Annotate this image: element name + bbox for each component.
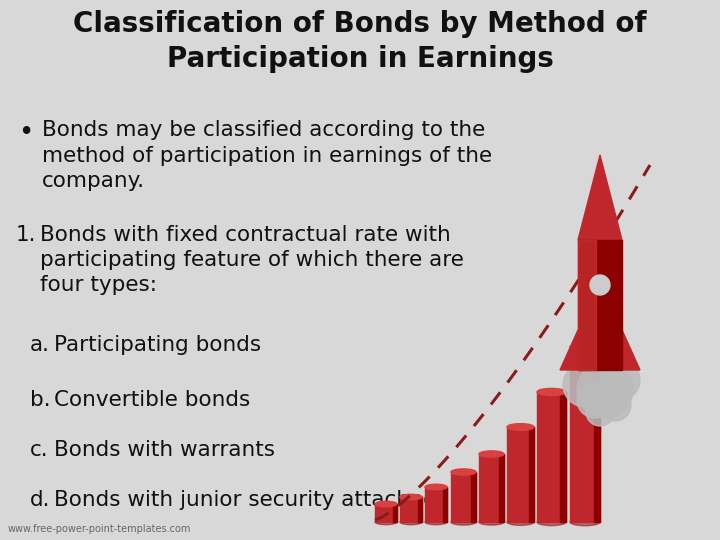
Text: Convertible bonds: Convertible bonds	[54, 390, 251, 410]
Polygon shape	[578, 155, 622, 240]
Text: c.: c.	[30, 440, 49, 460]
Text: Bonds may be classified according to the
method of participation in earnings of : Bonds may be classified according to the…	[42, 120, 492, 191]
Bar	[375, 504, 397, 522]
Bar	[451, 472, 476, 522]
Ellipse shape	[507, 518, 534, 525]
Bar	[471, 472, 476, 522]
Ellipse shape	[425, 484, 447, 490]
Ellipse shape	[375, 519, 397, 525]
Circle shape	[563, 363, 607, 407]
Circle shape	[586, 398, 614, 426]
Bar	[393, 504, 397, 522]
Bar	[425, 487, 447, 522]
Circle shape	[600, 360, 640, 400]
Text: Classification of Bonds by Method of
Participation in Earnings: Classification of Bonds by Method of Par…	[73, 10, 647, 72]
Ellipse shape	[479, 451, 504, 457]
Text: a.: a.	[30, 335, 50, 355]
Bar	[443, 487, 447, 522]
Ellipse shape	[507, 423, 534, 430]
Polygon shape	[622, 330, 640, 370]
Ellipse shape	[537, 388, 566, 396]
Bar	[499, 454, 504, 522]
Bar	[560, 392, 566, 522]
Bar	[578, 240, 596, 370]
Bar	[570, 347, 600, 522]
Ellipse shape	[451, 519, 476, 525]
Text: Participating bonds: Participating bonds	[54, 335, 261, 355]
Ellipse shape	[537, 518, 566, 525]
Bar	[529, 427, 534, 522]
Ellipse shape	[451, 469, 476, 475]
Ellipse shape	[425, 519, 447, 525]
Text: 1.: 1.	[16, 225, 36, 245]
Circle shape	[590, 275, 610, 295]
Bar	[537, 392, 566, 522]
Bar	[400, 497, 422, 522]
Polygon shape	[560, 330, 578, 370]
Ellipse shape	[570, 343, 600, 351]
Bar	[507, 427, 534, 522]
Ellipse shape	[479, 519, 504, 525]
Bar	[594, 347, 600, 522]
Circle shape	[577, 382, 613, 418]
Text: •: •	[18, 120, 33, 146]
Circle shape	[577, 362, 633, 418]
Ellipse shape	[570, 518, 600, 526]
Text: www.free-power-point-templates.com: www.free-power-point-templates.com	[8, 524, 192, 534]
Bar	[479, 454, 504, 522]
Ellipse shape	[375, 501, 397, 507]
Ellipse shape	[400, 519, 422, 525]
Text: Bonds with warrants: Bonds with warrants	[54, 440, 275, 460]
Text: Bonds with junior security attached.: Bonds with junior security attached.	[54, 490, 444, 510]
Text: b.: b.	[30, 390, 50, 410]
Bar	[578, 240, 622, 370]
Text: d.: d.	[30, 490, 50, 510]
Circle shape	[599, 389, 631, 421]
Ellipse shape	[400, 494, 422, 500]
Text: Bonds with fixed contractual rate with
participating feature of which there are
: Bonds with fixed contractual rate with p…	[40, 225, 464, 295]
Bar	[418, 497, 422, 522]
